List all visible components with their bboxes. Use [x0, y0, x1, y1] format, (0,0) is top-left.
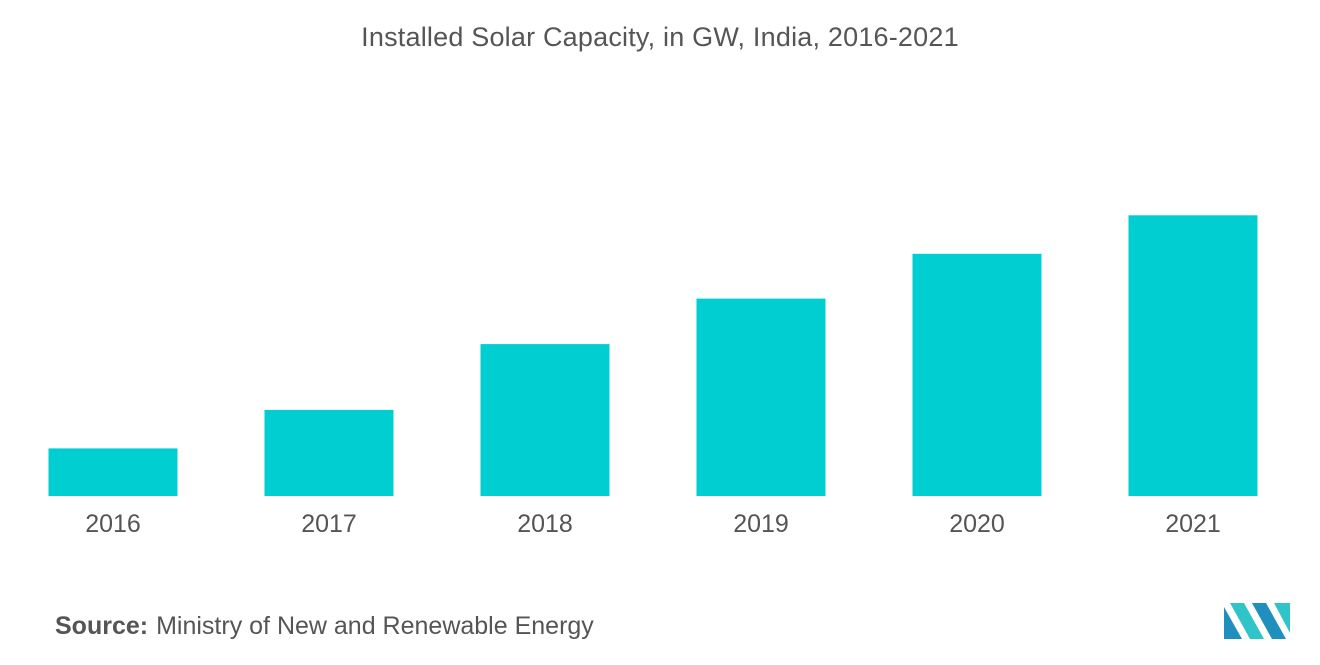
source-text: Ministry of New and Renewable Energy: [156, 612, 594, 640]
x-tick-label-2021: 2021: [1165, 510, 1221, 538]
x-tick-label-2019: 2019: [733, 510, 789, 538]
bar-2019: [696, 298, 826, 496]
source-line: Source: Ministry of New and Renewable Ene…: [55, 612, 594, 641]
bar-2021: [1128, 215, 1258, 497]
bar-2020: [912, 253, 1042, 496]
bar-chart: 2016 2017 2018 2019 2020 2021: [48, 215, 1258, 538]
x-tick-label-2017: 2017: [301, 510, 357, 538]
bars-layer: [48, 215, 1258, 497]
x-tick-label-2018: 2018: [517, 510, 573, 538]
chart-title: Installed Solar Capacity, in GW, India, …: [361, 22, 959, 52]
bar-2016: [48, 448, 178, 496]
source-label: Source:: [55, 612, 149, 640]
x-tick-labels: 2016 2017 2018 2019 2020 2021: [85, 510, 1221, 538]
brand-logo-icon: [1224, 603, 1290, 639]
bar-2017: [264, 409, 394, 496]
x-tick-label-2016: 2016: [85, 510, 141, 538]
x-tick-label-2020: 2020: [949, 510, 1005, 538]
bar-2018: [480, 344, 610, 496]
